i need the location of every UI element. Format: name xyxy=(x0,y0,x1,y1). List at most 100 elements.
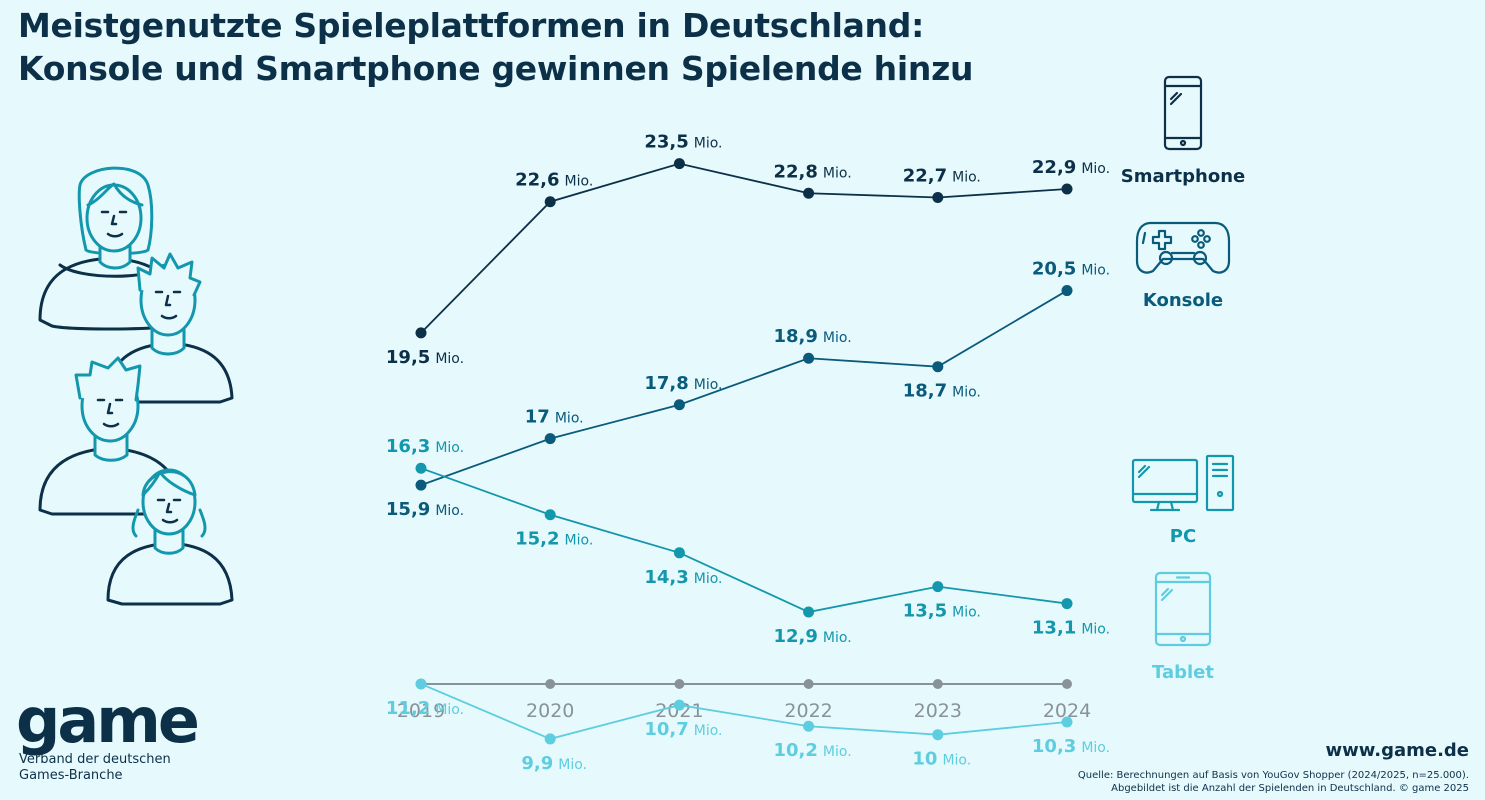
data-label-unit: Mio. xyxy=(565,533,594,549)
woman-long-hair-figure xyxy=(38,166,182,331)
data-label-konsole: 17,8 Mio. xyxy=(644,373,722,394)
x-tick-label: 2022 xyxy=(784,700,832,722)
legend-label-smartphone: Smartphone xyxy=(1121,166,1245,187)
data-point-pc xyxy=(415,462,427,474)
logo-wordmark: game xyxy=(16,684,200,757)
people-illustration xyxy=(38,166,234,606)
legend-label-pc: PC xyxy=(1170,526,1196,547)
series-line-tablet xyxy=(420,683,1068,740)
desktop-pc-icon xyxy=(1131,454,1235,512)
data-label-value: 15,2 xyxy=(515,529,559,550)
data-label-unit: Mio. xyxy=(435,702,464,718)
data-label-value: 22,8 xyxy=(774,161,818,182)
data-label-value: 17,8 xyxy=(644,373,688,394)
data-label-konsole: 15,9 Mio. xyxy=(386,499,464,520)
legend-label-tablet: Tablet xyxy=(1152,662,1214,683)
data-label-tablet: 11,2 Mio. xyxy=(386,698,464,719)
data-label-konsole: 18,9 Mio. xyxy=(774,326,852,347)
data-point-smartphone xyxy=(932,191,944,203)
legend-label-konsole: Konsole xyxy=(1143,290,1223,311)
data-point-konsole xyxy=(673,399,685,411)
series-line-konsole xyxy=(420,289,1068,486)
data-label-layer: 19,5 Mio. 22,6 Mio. 23,5 Mio. 22,8 Mio. 22,7 Mio.… xyxy=(386,132,1110,774)
data-label-unit: Mio. xyxy=(952,169,981,185)
data-label-unit: Mio. xyxy=(558,757,587,773)
data-label-value: 10,3 xyxy=(1032,736,1076,757)
data-label-unit: Mio. xyxy=(565,174,594,190)
data-point-konsole xyxy=(544,433,556,445)
data-label-value: 13,1 xyxy=(1032,618,1076,639)
series-layer xyxy=(415,158,1073,745)
data-label-pc: 15,2 Mio. xyxy=(515,529,593,550)
data-label-value: 12,9 xyxy=(774,626,818,647)
data-label-pc: 13,1 Mio. xyxy=(1032,618,1110,639)
data-label-pc: 14,3 Mio. xyxy=(644,567,722,588)
data-label-unit: Mio. xyxy=(435,440,464,456)
data-label-value: 15,9 xyxy=(386,499,430,520)
logo-subtitle-line-1: Verband der deutschen xyxy=(19,752,171,767)
data-label-unit: Mio. xyxy=(952,385,981,401)
data-label-value: 18,7 xyxy=(903,381,947,402)
data-label-value: 22,6 xyxy=(515,170,559,191)
data-label-tablet: 10,7 Mio. xyxy=(644,719,722,740)
data-label-tablet: 9,9 Mio. xyxy=(521,753,587,774)
series-line-pc xyxy=(420,467,1068,613)
data-point-smartphone xyxy=(415,327,427,339)
series-line-smartphone xyxy=(420,162,1068,334)
x-tick-label: 2021 xyxy=(655,700,703,722)
data-label-value: 11,2 xyxy=(386,698,430,719)
logo-subtitle-line-2: Games-Branche xyxy=(19,768,123,783)
data-point-smartphone xyxy=(803,187,815,199)
woman-ponytail-figure xyxy=(106,468,234,606)
data-label-smartphone: 19,5 Mio. xyxy=(386,347,464,368)
data-label-unit: Mio. xyxy=(694,571,723,587)
data-label-unit: Mio. xyxy=(435,351,464,367)
data-label-unit: Mio. xyxy=(555,411,584,427)
data-label-unit: Mio. xyxy=(823,165,852,181)
data-label-tablet: 10 Mio. xyxy=(912,749,971,770)
data-point-pc xyxy=(932,581,944,593)
data-point-tablet xyxy=(932,729,944,741)
data-point-smartphone xyxy=(544,196,556,208)
data-label-value: 20,5 xyxy=(1032,259,1076,280)
data-point-tablet xyxy=(673,699,685,711)
data-label-unit: Mio. xyxy=(435,503,464,519)
data-label-konsole: 18,7 Mio. xyxy=(903,381,981,402)
data-label-smartphone: 22,7 Mio. xyxy=(903,165,981,186)
chart-title-line-2: Konsole und Smartphone gewinnen Spielend… xyxy=(18,49,974,88)
data-label-unit: Mio. xyxy=(1081,740,1110,756)
data-label-tablet: 10,2 Mio. xyxy=(774,740,852,761)
data-label-unit: Mio. xyxy=(942,753,971,769)
x-tick-label: 2024 xyxy=(1043,700,1091,722)
x-axis-tick-dot xyxy=(803,679,814,689)
man-short-hair-figure xyxy=(38,356,184,516)
source-line-2: Abgebildet ist die Anzahl der Spielenden… xyxy=(1111,783,1469,794)
data-point-tablet xyxy=(415,678,427,690)
data-label-unit: Mio. xyxy=(694,723,723,739)
data-label-konsole: 17 Mio. xyxy=(525,407,584,428)
data-point-konsole xyxy=(1061,285,1073,297)
data-label-unit: Mio. xyxy=(1081,622,1110,638)
data-point-pc xyxy=(544,509,556,521)
data-label-value: 19,5 xyxy=(386,347,430,368)
data-point-pc xyxy=(803,606,815,618)
data-label-unit: Mio. xyxy=(1081,263,1110,279)
data-point-konsole xyxy=(415,479,427,491)
data-label-smartphone: 22,9 Mio. xyxy=(1032,157,1110,178)
data-point-konsole xyxy=(803,352,815,364)
data-label-value: 23,5 xyxy=(644,132,688,153)
game-logo: game Verband der deutschen Games-Branche xyxy=(16,684,200,784)
data-label-value: 9,9 xyxy=(521,753,553,774)
data-label-value: 22,9 xyxy=(1032,157,1076,178)
data-label-value: 10,7 xyxy=(644,719,688,740)
website-link[interactable]: www.game.de xyxy=(1325,740,1470,761)
data-label-pc: 12,9 Mio. xyxy=(774,626,852,647)
gamepad-icon xyxy=(1135,221,1231,274)
data-label-value: 14,3 xyxy=(644,567,688,588)
x-tick-label: 2019 xyxy=(397,700,445,722)
data-label-value: 22,7 xyxy=(903,165,947,186)
chart-title-line-1: Meistgenutzte Spieleplattformen in Deuts… xyxy=(18,6,924,45)
data-label-smartphone: 22,6 Mio. xyxy=(515,170,593,191)
smartphone-icon xyxy=(1163,75,1203,151)
legend: Smartphone Konsole PC Tablet xyxy=(1121,75,1245,683)
